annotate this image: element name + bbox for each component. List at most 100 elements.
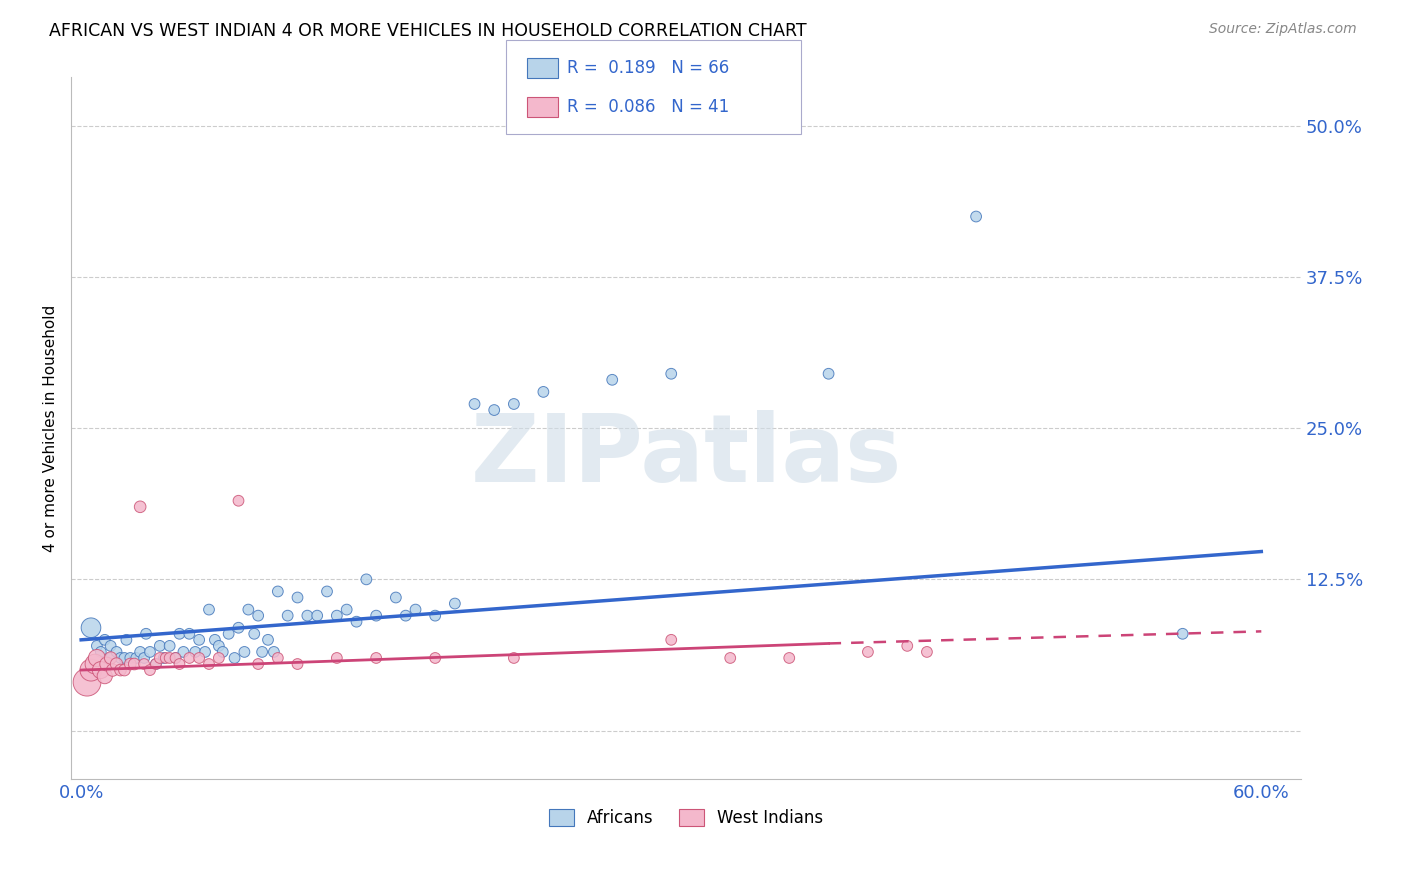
Point	[915, 645, 938, 659]
Point	[129, 645, 152, 659]
Point	[425, 608, 447, 623]
Point	[149, 651, 172, 665]
Point	[112, 651, 135, 665]
Point	[139, 663, 162, 677]
Point	[145, 657, 167, 671]
Point	[184, 645, 207, 659]
Point	[287, 657, 309, 671]
Point	[366, 608, 388, 623]
Point	[502, 397, 524, 411]
Point	[444, 597, 467, 611]
Point	[228, 493, 250, 508]
Point	[425, 651, 447, 665]
Point	[179, 627, 201, 641]
Point	[172, 645, 194, 659]
Point	[96, 657, 118, 671]
Point	[600, 373, 623, 387]
Point	[395, 608, 418, 623]
Point	[132, 657, 155, 671]
Point	[122, 657, 145, 671]
Point	[238, 602, 260, 616]
Text: R =  0.189   N = 66: R = 0.189 N = 66	[567, 59, 728, 77]
Point	[297, 608, 319, 623]
Point	[135, 627, 157, 641]
Point	[405, 602, 427, 616]
Point	[659, 632, 682, 647]
Point	[100, 651, 122, 665]
Point	[224, 651, 246, 665]
Point	[817, 367, 839, 381]
Point	[152, 651, 174, 665]
Point	[218, 627, 240, 641]
Point	[94, 632, 117, 647]
Point	[356, 573, 378, 587]
Point	[659, 367, 682, 381]
Point	[346, 615, 368, 629]
Point	[250, 645, 273, 659]
Point	[110, 651, 132, 665]
Point	[208, 651, 231, 665]
Point	[132, 651, 155, 665]
Point	[169, 627, 191, 641]
Point	[155, 651, 177, 665]
Point	[233, 645, 256, 659]
Point	[125, 651, 148, 665]
Point	[336, 602, 359, 616]
Point	[86, 651, 108, 665]
Text: R =  0.086   N = 41: R = 0.086 N = 41	[567, 98, 728, 116]
Point	[247, 657, 270, 671]
Point	[718, 651, 741, 665]
Point	[100, 651, 122, 665]
Point	[76, 675, 98, 690]
Point	[112, 663, 135, 677]
Point	[385, 591, 408, 605]
Point	[307, 608, 329, 623]
Text: ZIPatlas: ZIPatlas	[470, 410, 901, 502]
Point	[287, 591, 309, 605]
Point	[188, 651, 211, 665]
Point	[896, 639, 918, 653]
Point	[115, 632, 138, 647]
Point	[129, 500, 152, 514]
Point	[482, 403, 505, 417]
Point	[159, 639, 181, 653]
Point	[267, 584, 290, 599]
Point	[965, 210, 987, 224]
Point	[120, 651, 142, 665]
Point	[531, 384, 554, 399]
Point	[277, 608, 299, 623]
Point	[101, 663, 124, 677]
Point	[198, 657, 221, 671]
Text: Source: ZipAtlas.com: Source: ZipAtlas.com	[1209, 22, 1357, 37]
Point	[316, 584, 339, 599]
Point	[80, 621, 103, 635]
Point	[188, 632, 211, 647]
Point	[139, 645, 162, 659]
Point	[149, 639, 172, 653]
Point	[165, 651, 187, 665]
Point	[100, 639, 122, 653]
Point	[86, 639, 108, 653]
Point	[165, 651, 187, 665]
Point	[110, 663, 132, 677]
Point	[198, 602, 221, 616]
Point	[179, 651, 201, 665]
Point	[105, 645, 128, 659]
Point	[211, 645, 233, 659]
Point	[257, 632, 280, 647]
Point	[80, 663, 103, 677]
Point	[194, 645, 217, 659]
Point	[84, 657, 107, 671]
Point	[159, 651, 181, 665]
Point	[169, 657, 191, 671]
Point	[366, 651, 388, 665]
Y-axis label: 4 or more Vehicles in Household: 4 or more Vehicles in Household	[44, 304, 58, 552]
Point	[464, 397, 486, 411]
Text: AFRICAN VS WEST INDIAN 4 OR MORE VEHICLES IN HOUSEHOLD CORRELATION CHART: AFRICAN VS WEST INDIAN 4 OR MORE VEHICLE…	[49, 22, 807, 40]
Point	[856, 645, 879, 659]
Point	[778, 651, 800, 665]
Point	[502, 651, 524, 665]
Point	[243, 627, 266, 641]
Point	[105, 657, 128, 671]
Point	[94, 669, 117, 683]
